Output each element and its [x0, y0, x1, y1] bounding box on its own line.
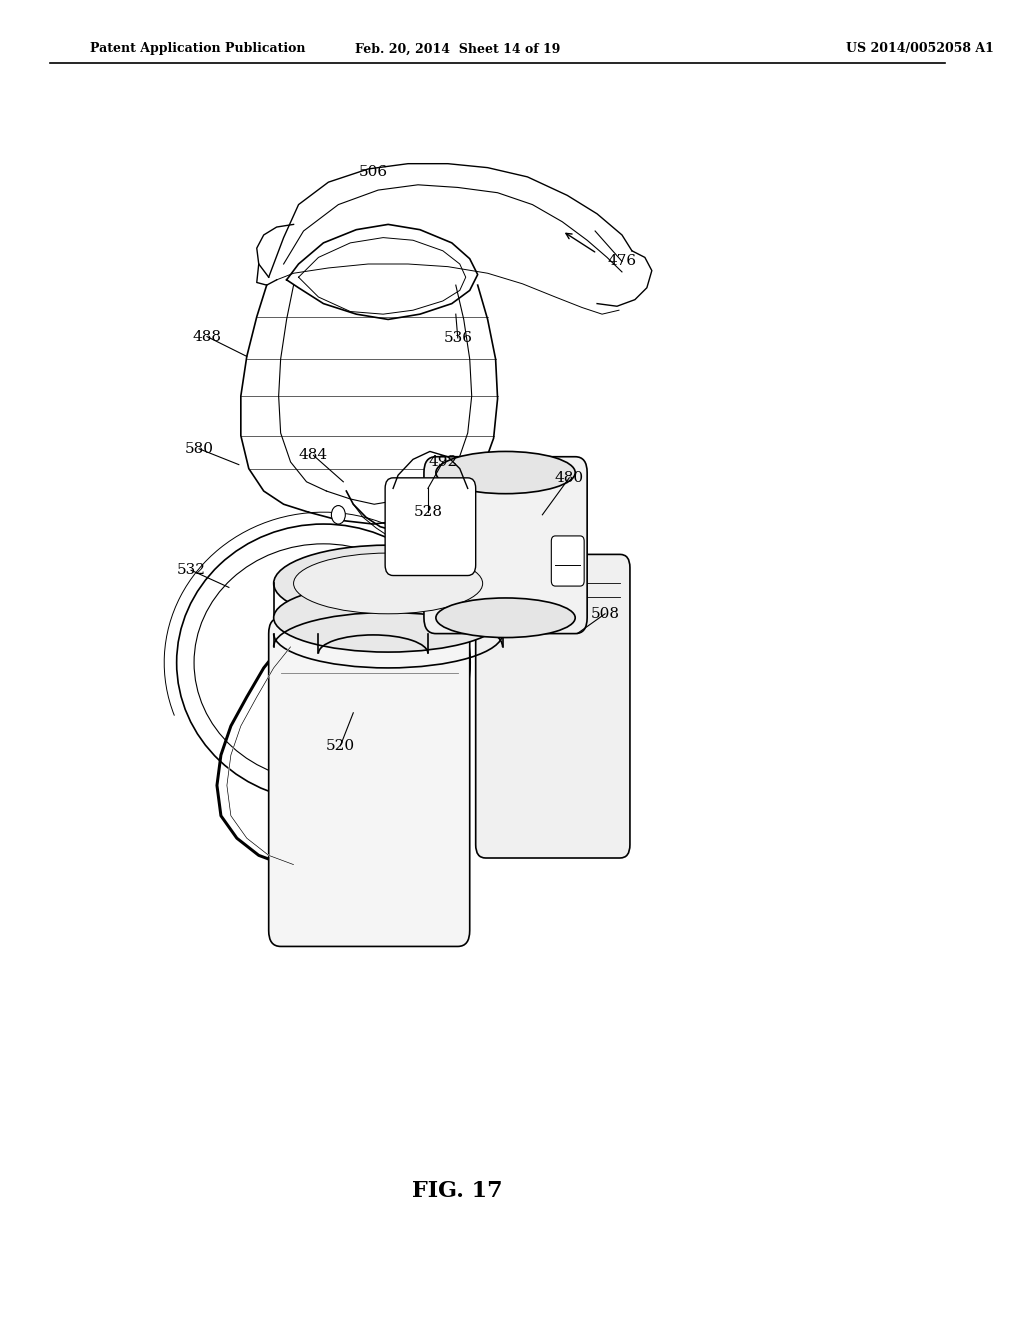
Text: 536: 536 [443, 331, 472, 345]
Text: 580: 580 [184, 442, 214, 455]
Text: Feb. 20, 2014  Sheet 14 of 19: Feb. 20, 2014 Sheet 14 of 19 [355, 42, 560, 55]
Text: 476: 476 [607, 255, 637, 268]
Ellipse shape [294, 553, 482, 614]
Text: US 2014/0052058 A1: US 2014/0052058 A1 [846, 42, 993, 55]
FancyBboxPatch shape [476, 554, 630, 858]
Ellipse shape [177, 524, 470, 801]
Text: 488: 488 [193, 330, 221, 343]
Ellipse shape [273, 583, 503, 652]
Text: 492: 492 [428, 455, 458, 469]
Text: 520: 520 [326, 739, 355, 752]
Circle shape [332, 506, 345, 524]
Text: 528: 528 [414, 506, 442, 519]
Text: Patent Application Publication: Patent Application Publication [89, 42, 305, 55]
FancyBboxPatch shape [268, 618, 470, 946]
Text: 484: 484 [299, 449, 328, 462]
Text: 508: 508 [591, 607, 620, 620]
Ellipse shape [436, 598, 575, 638]
Text: 480: 480 [555, 471, 584, 484]
FancyBboxPatch shape [551, 536, 584, 586]
Ellipse shape [436, 451, 575, 494]
Ellipse shape [195, 544, 453, 781]
FancyBboxPatch shape [424, 457, 587, 634]
FancyBboxPatch shape [385, 478, 476, 576]
Text: FIG. 17: FIG. 17 [413, 1180, 503, 1201]
Text: 532: 532 [176, 564, 206, 577]
Ellipse shape [273, 545, 503, 622]
Text: 506: 506 [358, 165, 388, 178]
